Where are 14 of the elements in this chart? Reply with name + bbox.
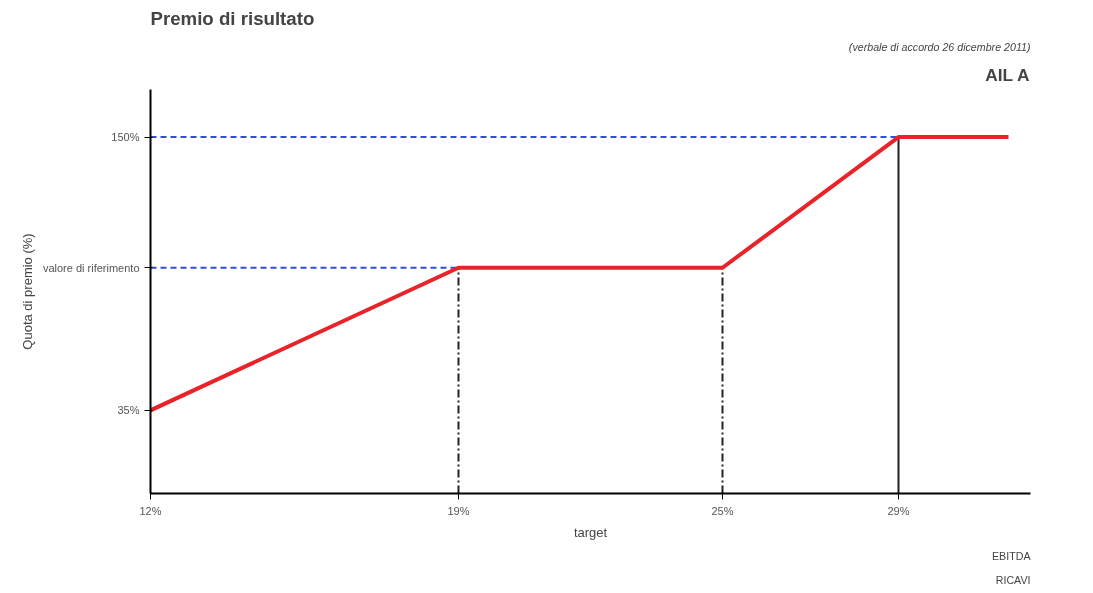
text: AIL A xyxy=(985,64,1031,85)
text: (verbale di accordo 26 dicembre 2011) xyxy=(848,40,1031,53)
y-tick-label: valore di riferimento xyxy=(42,261,140,274)
y-tick-label: 150% xyxy=(111,131,140,144)
text: EBITDA xyxy=(992,549,1032,562)
x-tick-label: 29% xyxy=(887,504,910,517)
chart-title: Premio di risultato xyxy=(150,7,315,29)
y-tick-label: 35% xyxy=(117,404,140,417)
y-axis-title: Quota di premio (%) xyxy=(19,233,35,350)
x-tick-label: 25% xyxy=(711,504,734,517)
text: RICAVI xyxy=(995,573,1031,586)
x-axis-title: target xyxy=(573,524,608,540)
x-tick-label: 19% xyxy=(447,504,470,517)
x-tick-label: 12% xyxy=(139,504,162,517)
